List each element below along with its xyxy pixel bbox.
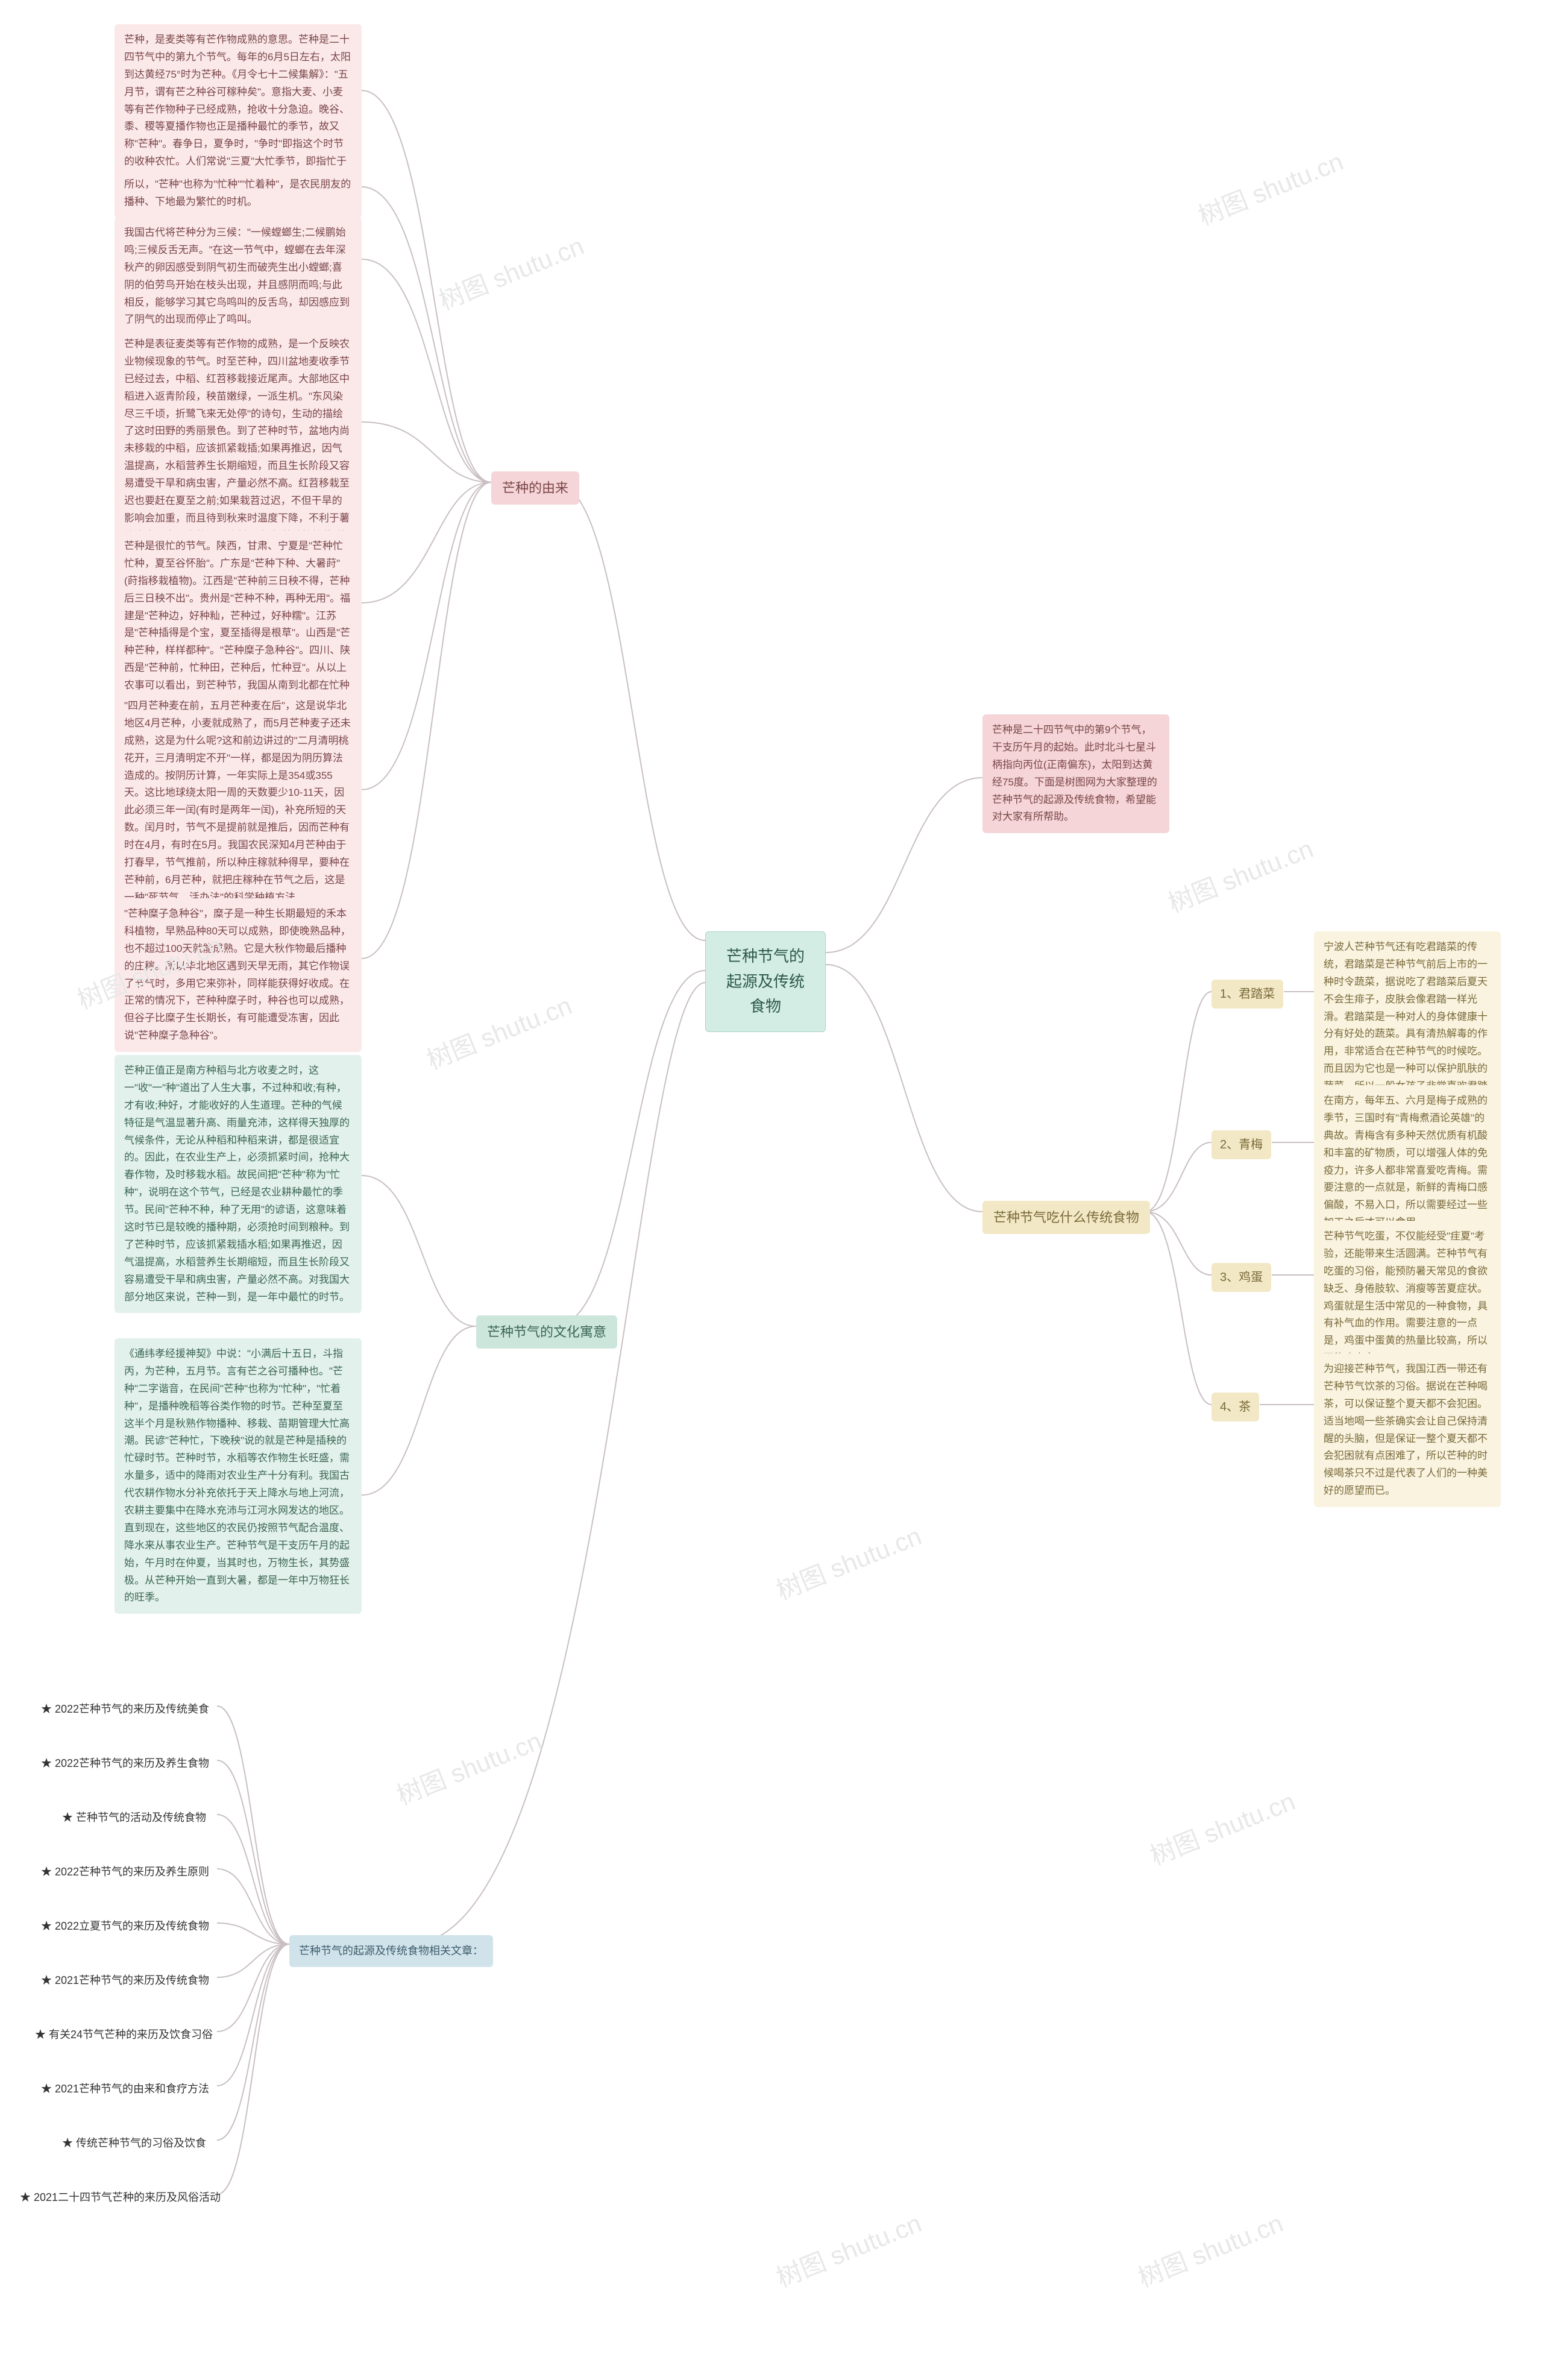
branch-origin: 芒种的由来 xyxy=(491,471,579,505)
food-desc-1: 在南方，每年五、六月是梅子成熟的季节，三国时有"青梅煮酒论英雄"的典故。青梅含有… xyxy=(1314,1085,1501,1239)
watermark: 树图 shutu.cn xyxy=(770,1516,926,1608)
origin-item-2: 我国古代将芒种分为三候："一候螳螂生;二候鹏始鸣;三候反舌无声。"在这一节气中，… xyxy=(115,217,362,336)
related-link-8[interactable]: ★ 传统芒种节气的习俗及饮食 xyxy=(57,2131,211,2156)
food-name-0: 君踏菜 xyxy=(1239,987,1275,1001)
related-link-1[interactable]: ★ 2022芒种节气的来历及养生食物 xyxy=(36,1751,214,1776)
watermark: 树图 shutu.cn xyxy=(421,986,577,1077)
food-name-2: 鸡蛋 xyxy=(1239,1271,1263,1284)
intro-text: 芒种是二十四节气中的第9个节气，干支历午月的起始。此时北斗七星斗柄指向丙位(正南… xyxy=(982,714,1169,833)
related-link-2[interactable]: ★ 芒种节气的活动及传统食物 xyxy=(57,1805,211,1830)
branch-foods: 芒种节气吃什么传统食物 xyxy=(982,1201,1150,1234)
food-num-3: 4、 xyxy=(1220,1400,1239,1414)
watermark: 树图 shutu.cn xyxy=(391,1721,547,1813)
food-name-1: 青梅 xyxy=(1239,1138,1263,1151)
branch-culture: 芒种节气的文化寓意 xyxy=(476,1315,617,1349)
food-tag-1: 2、青梅 xyxy=(1211,1130,1271,1159)
related-link-3[interactable]: ★ 2022芒种节气的来历及养生原则 xyxy=(36,1860,214,1884)
origin-item-1: 所以，"芒种"也称为"忙种""忙着种"，是农民朋友的播种、下地最为繁忙的时机。 xyxy=(115,169,362,218)
watermark: 树图 shutu.cn xyxy=(1144,1781,1300,1873)
food-num-2: 3、 xyxy=(1220,1271,1239,1284)
related-link-9[interactable]: ★ 2021二十四节气芒种的来历及风俗活动 xyxy=(15,2185,225,2210)
related-link-7[interactable]: ★ 2021芒种节气的由来和食疗方法 xyxy=(36,2077,214,2101)
watermark: 树图 shutu.cn xyxy=(1192,142,1348,233)
food-tag-2: 3、鸡蛋 xyxy=(1211,1263,1271,1292)
related-link-5[interactable]: ★ 2021芒种节气的来历及传统食物 xyxy=(36,1968,214,1993)
branch-related: 芒种节气的起源及传统食物相关文章： xyxy=(289,1935,493,1967)
watermark: 树图 shutu.cn xyxy=(1162,829,1318,921)
related-link-6[interactable]: ★ 有关24节气芒种的来历及饮食习俗 xyxy=(30,2023,218,2047)
center-topic: 芒种节气的起源及传统食物 xyxy=(705,931,826,1032)
food-name-3: 茶 xyxy=(1239,1400,1251,1414)
culture-item-1: 《通纬孝经援神契》中说："小满后十五日，斗指丙，为芒种，五月节。言有芒之谷可播种… xyxy=(115,1338,362,1614)
food-tag-0: 1、君踏菜 xyxy=(1211,980,1283,1009)
culture-item-0: 芒种正值正是南方种稻与北方收麦之时，这一"收"一"种"道出了人生大事，不过种和收… xyxy=(115,1055,362,1313)
related-link-4[interactable]: ★ 2022立夏节气的来历及传统食物 xyxy=(36,1914,214,1939)
food-num-1: 2、 xyxy=(1220,1138,1239,1151)
related-link-0[interactable]: ★ 2022芒种节气的来历及传统美食 xyxy=(36,1697,214,1722)
origin-item-6: "芒种糜子急种谷"，糜子是一种生长期最短的禾本科植物，早熟品种80天可以成熟，即… xyxy=(115,898,362,1052)
food-desc-2: 芒种节气吃蛋，不仅能经受"疰夏"考验，还能带来生活圆满。芒种节气有吃蛋的习俗，能… xyxy=(1314,1221,1501,1374)
food-desc-3: 为迎接芒种节气，我国江西一带还有芒种节气饮茶的习俗。据说在芒种喝茶，可以保证整个… xyxy=(1314,1353,1501,1507)
origin-item-5: "四月芒种麦在前，五月芒种麦在后"，这是说华北地区4月芒种，小麦就成熟了，而5月… xyxy=(115,690,362,914)
watermark: 树图 shutu.cn xyxy=(770,2203,926,2295)
watermark: 树图 shutu.cn xyxy=(1132,2203,1288,2295)
food-tag-3: 4、茶 xyxy=(1211,1393,1259,1421)
food-num-0: 1、 xyxy=(1220,987,1239,1001)
watermark: 树图 shutu.cn xyxy=(433,226,589,318)
